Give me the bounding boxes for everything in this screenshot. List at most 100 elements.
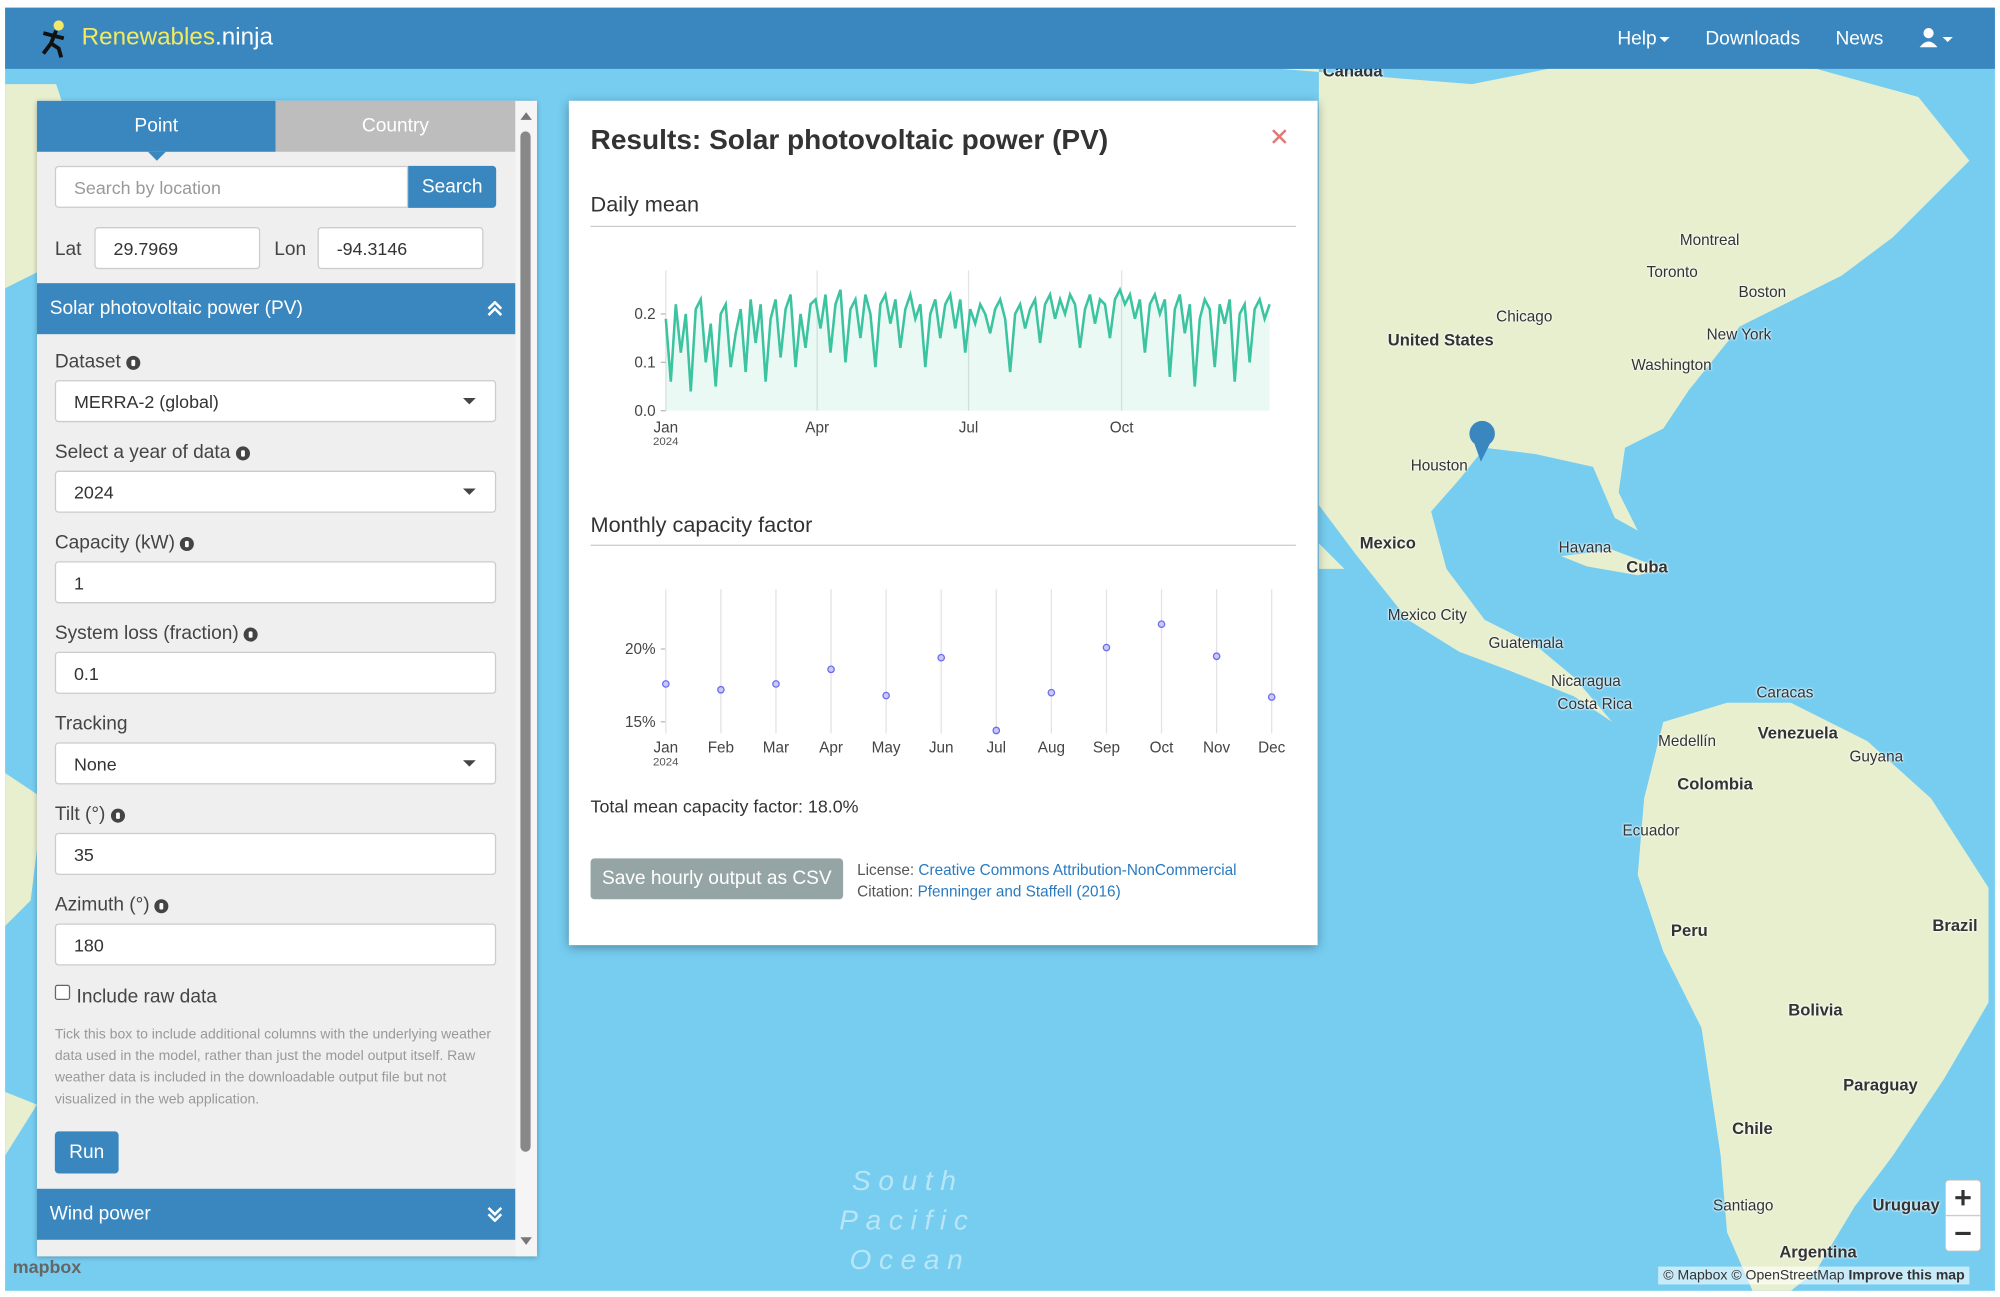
- ocean-label: Pacific: [839, 1204, 976, 1236]
- input[interactable]: 180: [54, 923, 497, 966]
- map-label: Mexico City: [1387, 605, 1467, 624]
- input[interactable]: 1: [54, 561, 497, 604]
- raw-checkbox[interactable]: [54, 984, 71, 1000]
- point: [717, 685, 725, 694]
- mapbox-logo[interactable]: mapbox: [12, 1256, 82, 1277]
- wind-header[interactable]: Wind power: [36, 1188, 516, 1240]
- map-label: Ecuador: [1622, 821, 1680, 840]
- x-tick-label: Dec: [1258, 740, 1286, 757]
- tab-country[interactable]: Country: [275, 100, 516, 152]
- help-icon: [243, 626, 258, 641]
- map-label: Caracas: [1756, 683, 1814, 702]
- help-icon: [154, 898, 169, 913]
- map-label: Uruguay: [1872, 1195, 1940, 1215]
- map-label: Venezuela: [1757, 723, 1838, 743]
- nav-downloads[interactable]: Downloads: [1705, 28, 1801, 50]
- search-input[interactable]: Search by location: [54, 165, 409, 208]
- map-label: Washington: [1631, 355, 1712, 374]
- field-label-text: Tracking: [54, 713, 128, 735]
- brand[interactable]: Renewables.ninja: [82, 24, 273, 52]
- charts: Jan Apr Jul Oct 2024 0.0 0.1 0.2 15% 20% Jan Feb Mar…: [625, 270, 1286, 768]
- field-label: Dataset: [54, 350, 140, 373]
- license-info: License: Creative Commons Attribution-No…: [857, 860, 1236, 903]
- field-label: Azimuth (°): [55, 894, 169, 916]
- ocean-label: South: [852, 1164, 964, 1197]
- section-title: Solar photovoltaic power (PV): [49, 297, 303, 319]
- help-icon: [180, 536, 195, 551]
- map-label: United States: [1387, 330, 1494, 350]
- field-label-text: Dataset: [54, 350, 121, 373]
- license-label: License:: [857, 860, 915, 879]
- map-label: Guyana: [1849, 747, 1904, 766]
- tab-point[interactable]: Point: [36, 100, 276, 152]
- map-label: Chile: [1732, 1118, 1773, 1138]
- point: [992, 726, 1001, 735]
- map-label: Mexico: [1359, 533, 1416, 553]
- area: [665, 289, 1270, 411]
- map-label: Havana: [1558, 538, 1612, 557]
- x-tick-label: Nov: [1203, 740, 1231, 757]
- x-tick-label: Apr: [819, 740, 843, 757]
- run-button[interactable]: Run: [54, 1131, 119, 1174]
- x-tick-label: Jun: [929, 740, 954, 757]
- x-tick-label: Apr: [805, 419, 829, 436]
- input[interactable]: 35: [54, 832, 497, 875]
- raw-label: Include raw data: [76, 985, 217, 1008]
- field-label: Select a year of data: [55, 441, 250, 463]
- raw-help: Tick this box to include additional colu…: [54, 1026, 492, 1108]
- lon-input[interactable]: -94.3146: [317, 227, 484, 270]
- input[interactable]: 0.1: [54, 651, 497, 694]
- map-label: Cuba: [1626, 557, 1668, 577]
- x-tick-label: Feb: [708, 740, 734, 757]
- x-tick-label: Jan: [653, 740, 678, 757]
- field-label-text: System loss (fraction): [54, 622, 239, 645]
- search-button[interactable]: Search: [408, 165, 497, 208]
- nav-help[interactable]: Help: [1617, 28, 1670, 50]
- chart-title: Monthly capacity factor: [590, 512, 813, 537]
- improve-link[interactable]: Improve this map: [1848, 1267, 1965, 1284]
- map-label: Nicaragua: [1551, 672, 1621, 691]
- section-header[interactable]: Solar photovoltaic power (PV): [36, 283, 516, 335]
- zoom-control[interactable]: [1945, 1179, 1981, 1252]
- help-icon: [110, 808, 125, 823]
- ocean-label: Ocean: [849, 1243, 971, 1276]
- user-menu[interactable]: [1918, 27, 1956, 50]
- y-tick-label: 20%: [625, 641, 656, 658]
- scrollbar[interactable]: [515, 100, 537, 1257]
- nav-news[interactable]: News: [1835, 28, 1884, 50]
- nav-label: Help: [1617, 28, 1657, 50]
- x-tick-label: Jul: [987, 740, 1007, 757]
- map-label: Colombia: [1677, 774, 1753, 794]
- point: [1102, 643, 1111, 652]
- attribution-text: © Mapbox © OpenStreetMap: [1663, 1267, 1845, 1284]
- x-sublabel: 2024: [653, 756, 679, 768]
- close-button[interactable]: [1272, 129, 1287, 144]
- results-title: Results: Solar photovoltaic power (PV): [590, 123, 1109, 156]
- select[interactable]: 2024: [54, 470, 497, 513]
- x-tick-label: Jan: [653, 419, 678, 436]
- select[interactable]: MERRA-2 (global): [54, 380, 497, 423]
- map-label: Paraguay: [1843, 1075, 1918, 1095]
- chart-title: Daily mean: [590, 192, 700, 217]
- brand-suffix: .ninja: [215, 24, 273, 52]
- point: [882, 691, 890, 700]
- point: [661, 680, 670, 688]
- map-label: Peru: [1670, 920, 1708, 941]
- save-csv-button[interactable]: Save hourly output as CSV: [590, 858, 844, 900]
- field-label-text: Azimuth (°): [54, 894, 150, 916]
- sidebar: Point Country Search by location Search …: [36, 100, 537, 1257]
- map-label: New York: [1706, 325, 1772, 344]
- map-label: Bolivia: [1788, 999, 1843, 1020]
- x-tick-label: Aug: [1038, 740, 1065, 757]
- select[interactable]: None: [54, 742, 497, 785]
- field-label: Capacity (kW): [55, 532, 195, 554]
- help-icon: [125, 355, 140, 370]
- license-link[interactable]: Creative Commons Attribution-NonCommerci…: [918, 860, 1237, 879]
- lat-input[interactable]: 29.7969: [94, 227, 261, 270]
- field-label: Tracking: [55, 713, 128, 735]
- x-sublabel: 2024: [653, 436, 679, 448]
- citation-link[interactable]: Pfenninger and Staffell (2016): [917, 882, 1121, 901]
- x-tick-label: Oct: [1150, 740, 1175, 757]
- divider: [590, 544, 1296, 546]
